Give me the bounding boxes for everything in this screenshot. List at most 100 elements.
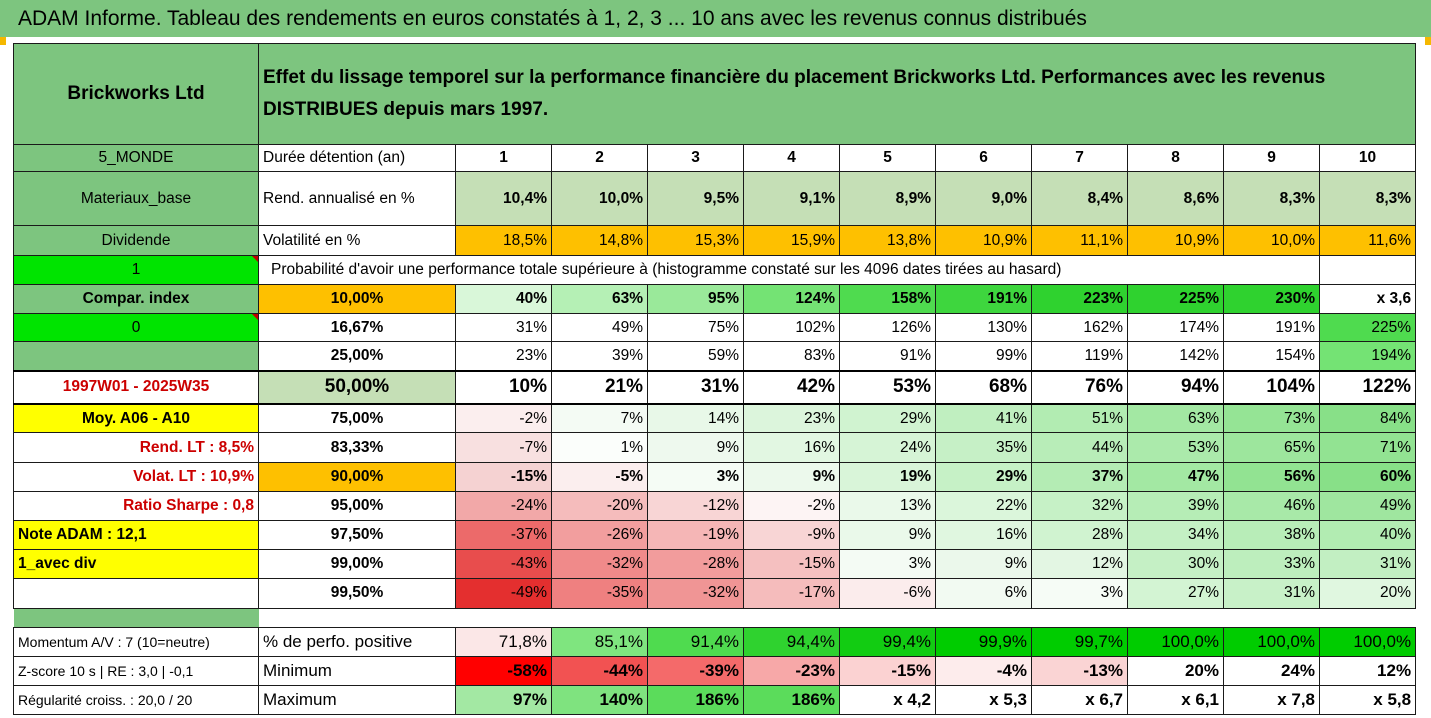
quantile-value: 44%	[1031, 432, 1128, 463]
quantile-value: 9%	[839, 519, 936, 550]
volatility-value: 11,6%	[1318, 225, 1417, 257]
quantile-value: 12%	[1031, 548, 1128, 579]
minimum-value: -23%	[743, 655, 840, 686]
quantile-value: 32%	[1031, 490, 1128, 521]
region-label: 5_MONDE	[13, 144, 259, 173]
quantile-value: 49%	[1318, 490, 1417, 521]
quantile-value: x 3,6	[1318, 284, 1417, 315]
proba-label: Probabilité d'avoir une performance tota…	[258, 255, 1320, 286]
empty-cell	[13, 577, 259, 609]
quantile-value: 3%	[1031, 577, 1128, 609]
quantile-value: 53%	[1127, 432, 1224, 463]
quantile-row: 1_avec div 99,00% -43% -32% -28% -15% 3% 9% 12% 3…	[13, 548, 1417, 579]
year-header: 4	[743, 144, 840, 173]
perf-positive-value: 100,0%	[1318, 626, 1417, 657]
quantile-label: 99,00%	[258, 548, 456, 579]
rend-label: Rend. annualisé en %	[258, 171, 456, 227]
quantile-value: 21%	[551, 369, 648, 405]
quantile-value: -15%	[743, 548, 840, 579]
quantile-value: 9%	[647, 432, 744, 463]
quantile-value: 31%	[1318, 548, 1417, 579]
quantile-value: 104%	[1223, 369, 1320, 405]
quantile-value: -2%	[455, 403, 552, 434]
volatility-value: 18,5%	[455, 225, 552, 257]
quantile-value: 225%	[1318, 313, 1417, 343]
quantile-value: 31%	[455, 313, 552, 343]
quantile-label: 97,50%	[258, 519, 456, 550]
dividend-label: Dividende	[13, 225, 259, 257]
perf-positive-value: 100,0%	[1127, 626, 1224, 657]
quantile-value: 19%	[839, 461, 936, 492]
quantile-value: -35%	[551, 577, 648, 609]
volatility-value: 10,9%	[1127, 225, 1224, 257]
dividend-flag-cell[interactable]: 1	[13, 255, 259, 286]
sector-label: Materiaux_base	[13, 171, 259, 227]
maximum-value: x 6,7	[1031, 684, 1128, 716]
volatility-value: 15,9%	[743, 225, 840, 257]
quantile-label: 75,00%	[258, 403, 456, 434]
year-header: 10	[1318, 144, 1417, 173]
maximum-value: 186%	[647, 684, 744, 716]
quantile-value: -49%	[455, 577, 552, 609]
volatility-value: 15,3%	[647, 225, 744, 257]
quantile-row: 1997W01 - 2025W35 50,00% 10% 21% 31% 42% 53% 68…	[13, 369, 1417, 405]
volatility-value: 10,9%	[935, 225, 1032, 257]
perf-positive-value: 71,8%	[455, 626, 552, 657]
minimum-value: -4%	[935, 655, 1032, 686]
quantile-value: 230%	[1223, 284, 1320, 315]
quantile-value: 31%	[647, 369, 744, 405]
rend-value: 9,5%	[647, 171, 744, 227]
quantile-value: -12%	[647, 490, 744, 521]
compar-flag-cell[interactable]: 0	[13, 313, 259, 343]
mode-label: 1_avec div	[13, 548, 259, 579]
volat-lt-label: Volat. LT : 10,9%	[13, 461, 259, 492]
moyenne-label: Moy. A06 - A10	[13, 403, 259, 434]
minimum-value: -13%	[1031, 655, 1128, 686]
rend-value: 10,0%	[551, 171, 648, 227]
quantile-value: 75%	[647, 313, 744, 343]
quantile-value: -2%	[743, 490, 840, 521]
quantile-value: 24%	[839, 432, 936, 463]
quantile-value: 29%	[935, 461, 1032, 492]
quantile-value: 37%	[1031, 461, 1128, 492]
year-header: 9	[1223, 144, 1320, 173]
quantile-label: 25,00%	[258, 341, 456, 372]
quantile-value: 225%	[1127, 284, 1224, 315]
quantile-value: 223%	[1031, 284, 1128, 315]
minimum-value: 24%	[1223, 655, 1320, 686]
quantile-value: 20%	[1318, 577, 1417, 609]
quantile-value: -28%	[647, 548, 744, 579]
quantile-row: Moy. A06 - A10 75,00% -2% 7% 14% 23% 29% 41% 51%…	[13, 403, 1417, 434]
quantile-value: 3%	[839, 548, 936, 579]
perf-positive-value: 99,7%	[1031, 626, 1128, 657]
rend-value: 8,9%	[839, 171, 936, 227]
minimum-value: -15%	[839, 655, 936, 686]
quantile-label: 99,50%	[258, 577, 456, 609]
quantile-value: 13%	[839, 490, 936, 521]
quantile-value: 65%	[1223, 432, 1320, 463]
separator-cell	[259, 608, 1416, 627]
year-header: 6	[935, 144, 1032, 173]
quantile-row: Ratio Sharpe : 0,8 95,00% -24% -20% -12% -2% 1…	[13, 490, 1417, 521]
minimum-value: -44%	[551, 655, 648, 686]
quantile-value: 40%	[1318, 519, 1417, 550]
quantile-value: -37%	[455, 519, 552, 550]
quantile-value: 3%	[647, 461, 744, 492]
summary-row: Momentum A/V : 7 (10=neutre)% de perfo. …	[13, 626, 1417, 657]
perf-positive-value: 91,4%	[647, 626, 744, 657]
quantile-value: 142%	[1127, 341, 1224, 372]
quantile-value: 158%	[839, 284, 936, 315]
quantile-row: 0 16,67% 31% 49% 75% 102% 126% 130% 162% 174% 191%…	[13, 313, 1417, 343]
quantile-value: 51%	[1031, 403, 1128, 434]
summary-label: Minimum	[258, 655, 456, 686]
minimum-value: -39%	[647, 655, 744, 686]
rend-row: Materiaux_base Rend. annualisé en % 10,4…	[13, 171, 1417, 227]
quantile-value: -24%	[455, 490, 552, 521]
volatility-value: 11,1%	[1031, 225, 1128, 257]
perf-positive-value: 100,0%	[1223, 626, 1320, 657]
perf-positive-value: 99,4%	[839, 626, 936, 657]
quantile-value: 1%	[551, 432, 648, 463]
quantile-row: 99,50% -49% -35% -32% -17% -6% 6% 3% 27% 31% 20%	[13, 577, 1417, 609]
maximum-value: 186%	[743, 684, 840, 716]
quantile-value: -32%	[647, 577, 744, 609]
